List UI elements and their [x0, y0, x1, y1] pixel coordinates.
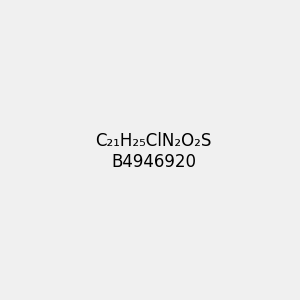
Text: C₂₁H₂₅ClN₂O₂S
B4946920: C₂₁H₂₅ClN₂O₂S B4946920 — [96, 132, 212, 171]
